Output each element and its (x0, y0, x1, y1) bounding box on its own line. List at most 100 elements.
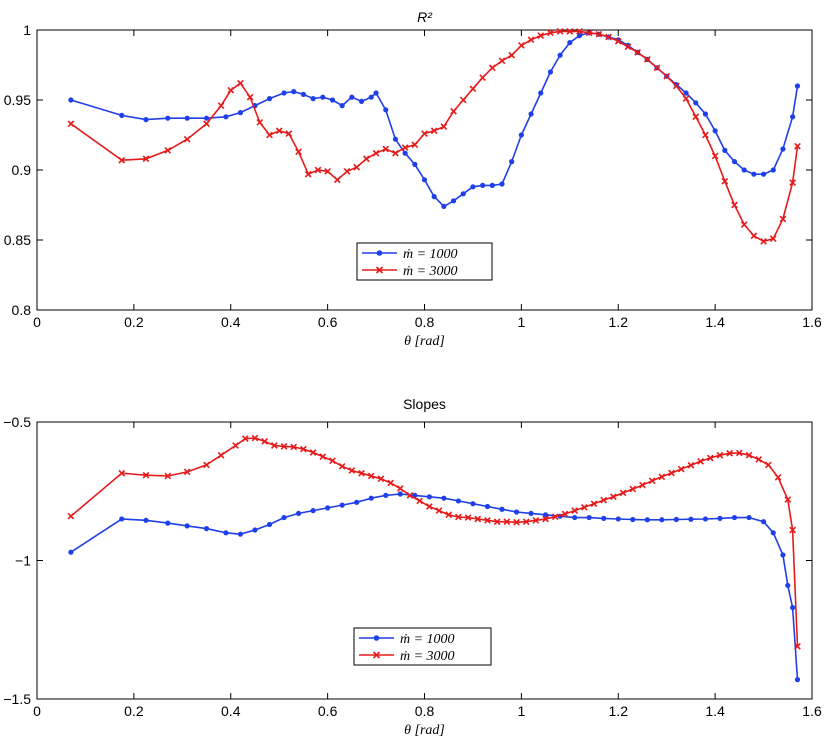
data-point (644, 517, 650, 523)
data-point (285, 130, 293, 137)
series-mdot-3000 (67, 28, 801, 245)
data-point (143, 117, 149, 123)
data-point (634, 49, 641, 56)
data-point (663, 72, 671, 80)
data-point (547, 29, 554, 37)
data-point (789, 526, 796, 534)
data-point (770, 530, 776, 536)
data-point (639, 481, 646, 489)
data-point (513, 518, 520, 526)
legend-label: ṁ = 1000 (400, 632, 455, 647)
data-point (586, 514, 592, 521)
x-tick-label: 0.8 (415, 314, 435, 330)
data-point (377, 475, 385, 483)
series-line (70, 30, 799, 243)
data-point (484, 516, 491, 524)
data-point (557, 52, 563, 58)
data-point (576, 28, 583, 35)
data-point (731, 201, 738, 209)
data-point (547, 69, 554, 75)
series-line (70, 31, 799, 208)
x-axis-label: θ [rad] (404, 723, 445, 738)
data-point (329, 97, 336, 103)
data-point (572, 514, 578, 521)
data-point (726, 449, 734, 457)
y-tick-label: −0.5 (3, 414, 31, 430)
data-point (740, 221, 748, 228)
data-point (600, 496, 608, 504)
data-point (653, 64, 661, 72)
data-point (310, 508, 316, 514)
data-point (779, 215, 787, 223)
data-point (702, 131, 709, 139)
data-point (183, 468, 191, 476)
data-point (383, 107, 389, 113)
data-point (624, 43, 632, 51)
data-point (232, 442, 239, 449)
x-tick-label: 0 (33, 314, 41, 330)
x-tick-label: 1.4 (705, 314, 725, 330)
data-point (774, 474, 782, 481)
data-point (203, 120, 210, 128)
legend-box (353, 627, 492, 666)
data-point (489, 182, 495, 188)
y-tick-label: 0.85 (4, 232, 31, 248)
data-point (731, 514, 738, 521)
data-point (566, 28, 574, 35)
legend-swatch-marker (375, 266, 384, 274)
data-point (435, 507, 443, 515)
data-point (480, 182, 486, 188)
x-tick-label: 1.2 (609, 703, 629, 719)
data-point (430, 127, 438, 135)
x-tick-label: 1.2 (609, 314, 629, 330)
data-point (261, 438, 269, 445)
data-point (760, 238, 767, 245)
data-point (556, 28, 564, 35)
data-point (493, 518, 501, 526)
data-point (693, 100, 699, 106)
data-point (498, 57, 506, 65)
data-point (567, 40, 573, 46)
data-point (203, 461, 210, 469)
data-point (203, 526, 210, 532)
data-point (324, 168, 331, 175)
y-tick-label: 1 (23, 22, 31, 38)
data-point (300, 445, 307, 453)
data-point (716, 451, 724, 459)
data-point (256, 119, 264, 126)
data-point (343, 168, 351, 175)
data-point (333, 176, 341, 184)
x-tick-label: 1 (517, 703, 525, 719)
legend-swatch-marker (372, 651, 381, 659)
data-point (353, 163, 361, 171)
y-tick-label: 0.8 (12, 302, 32, 318)
data-point (794, 142, 801, 150)
data-point (67, 120, 75, 128)
data-point (503, 518, 511, 526)
data-point (595, 30, 603, 38)
data-point (217, 451, 225, 459)
data-point (455, 498, 462, 504)
data-point (300, 91, 307, 97)
data-point (522, 518, 530, 526)
data-point (673, 82, 679, 88)
data-point (387, 479, 394, 487)
data-point (702, 111, 709, 117)
data-point (619, 489, 627, 497)
data-point (769, 235, 777, 242)
data-point (266, 521, 273, 528)
data-point (509, 159, 515, 165)
data-point (513, 509, 520, 515)
data-point (735, 449, 743, 457)
data-point (309, 449, 317, 456)
data-point (363, 155, 370, 163)
data-point (659, 517, 665, 523)
data-point (528, 111, 534, 117)
data-point (508, 51, 516, 59)
data-point (551, 513, 559, 521)
data-point (751, 171, 757, 177)
data-point (401, 144, 409, 151)
chart-title: Slopes (403, 396, 446, 412)
